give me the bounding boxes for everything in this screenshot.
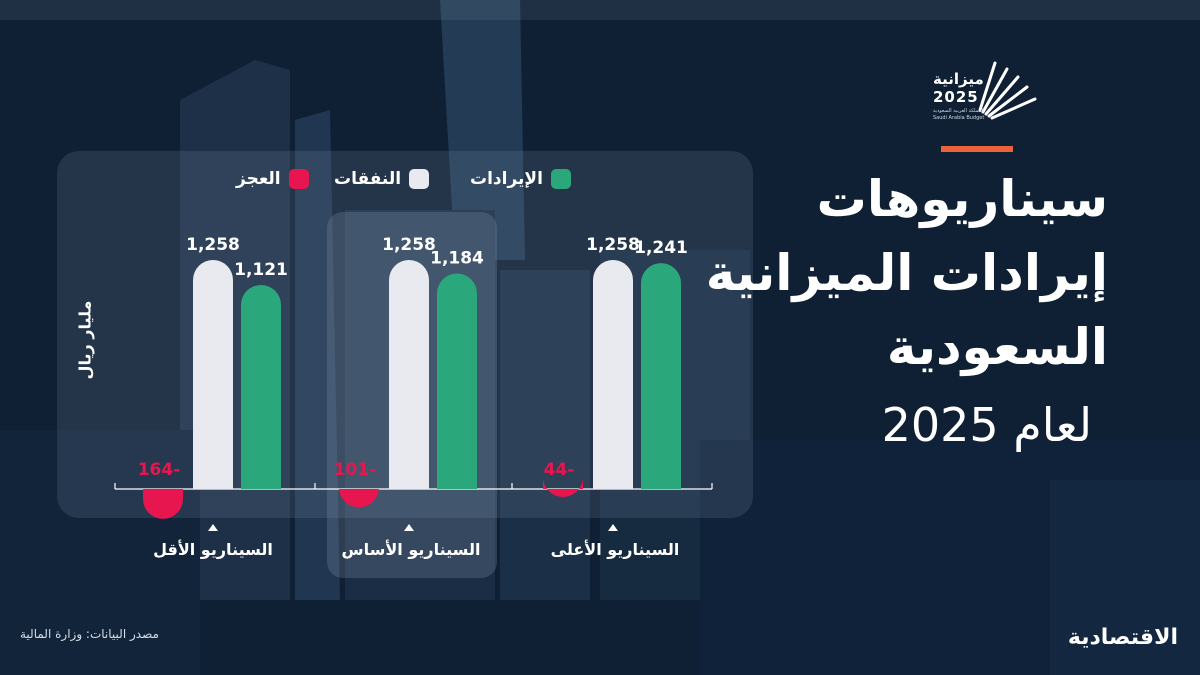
logo-year: 2025 (933, 88, 979, 106)
data-label-deficit-2: 44- (544, 460, 575, 480)
bar-expenses-0 (193, 260, 233, 489)
budget-logo-rays (978, 61, 1037, 120)
source-note: مصدر البيانات: وزارة المالية (20, 627, 159, 641)
bar-deficit-0 (143, 489, 183, 519)
data-label-revenue-1: 1,184 (430, 248, 484, 268)
legend-swatch-revenue (550, 169, 571, 189)
category-label-base: السيناريو الأساس (341, 540, 481, 559)
bar-expenses-2 (593, 260, 633, 489)
data-label-revenue-2: 1,241 (634, 238, 688, 258)
data-label-expenses-0: 1,258 (186, 235, 240, 255)
bar-deficit-2 (543, 477, 583, 498)
legend-item-deficit: العجز (236, 168, 309, 190)
bar-revenue-0 (241, 284, 281, 489)
logo-subtitle-ar: المملكة العربية السعودية (933, 108, 985, 114)
data-label-expenses-1: 1,258 (382, 235, 436, 255)
category-label-low: السيناريو الأقل (153, 540, 273, 559)
category-label-high: السيناريو الأعلى (550, 540, 680, 559)
brand-logo: الاقتصادية (1067, 625, 1178, 650)
category-pointer-0 (208, 524, 218, 531)
title-line-3: السعودية (886, 318, 1108, 376)
accent-bar (941, 146, 1013, 152)
category-pointer-1 (404, 524, 414, 531)
bar-revenue-1 (437, 273, 477, 489)
legend-item-revenue: الإيرادات (470, 168, 571, 190)
legend-label-deficit: العجز (236, 169, 281, 189)
data-label-revenue-0: 1,121 (234, 260, 288, 280)
legend-swatch-expenses (409, 169, 430, 189)
title-line-1: سيناريوهات (816, 170, 1108, 228)
data-label-deficit-1: 101- (334, 460, 377, 480)
logo-title: ميزانية (933, 70, 984, 88)
legend-swatch-deficit (288, 169, 309, 189)
legend-label-expenses: النفقات (334, 169, 402, 189)
bar-revenue-2 (641, 263, 681, 489)
category-pointer-2 (608, 524, 618, 531)
title-line-2: إيرادات الميزانية (705, 244, 1108, 302)
data-label-expenses-2: 1,258 (586, 235, 640, 255)
bar-expenses-1 (389, 260, 429, 489)
title-line-4: لعام 2025 (881, 398, 1092, 452)
legend-item-expenses: النفقات (334, 168, 430, 190)
logo-subtitle-en: Saudi Arabia Budget (933, 115, 985, 121)
legend-label-revenue: الإيرادات (470, 169, 543, 189)
bar-deficit-1 (339, 487, 379, 508)
data-label-deficit-0: 164- (138, 460, 181, 480)
top-strip (0, 0, 1200, 20)
